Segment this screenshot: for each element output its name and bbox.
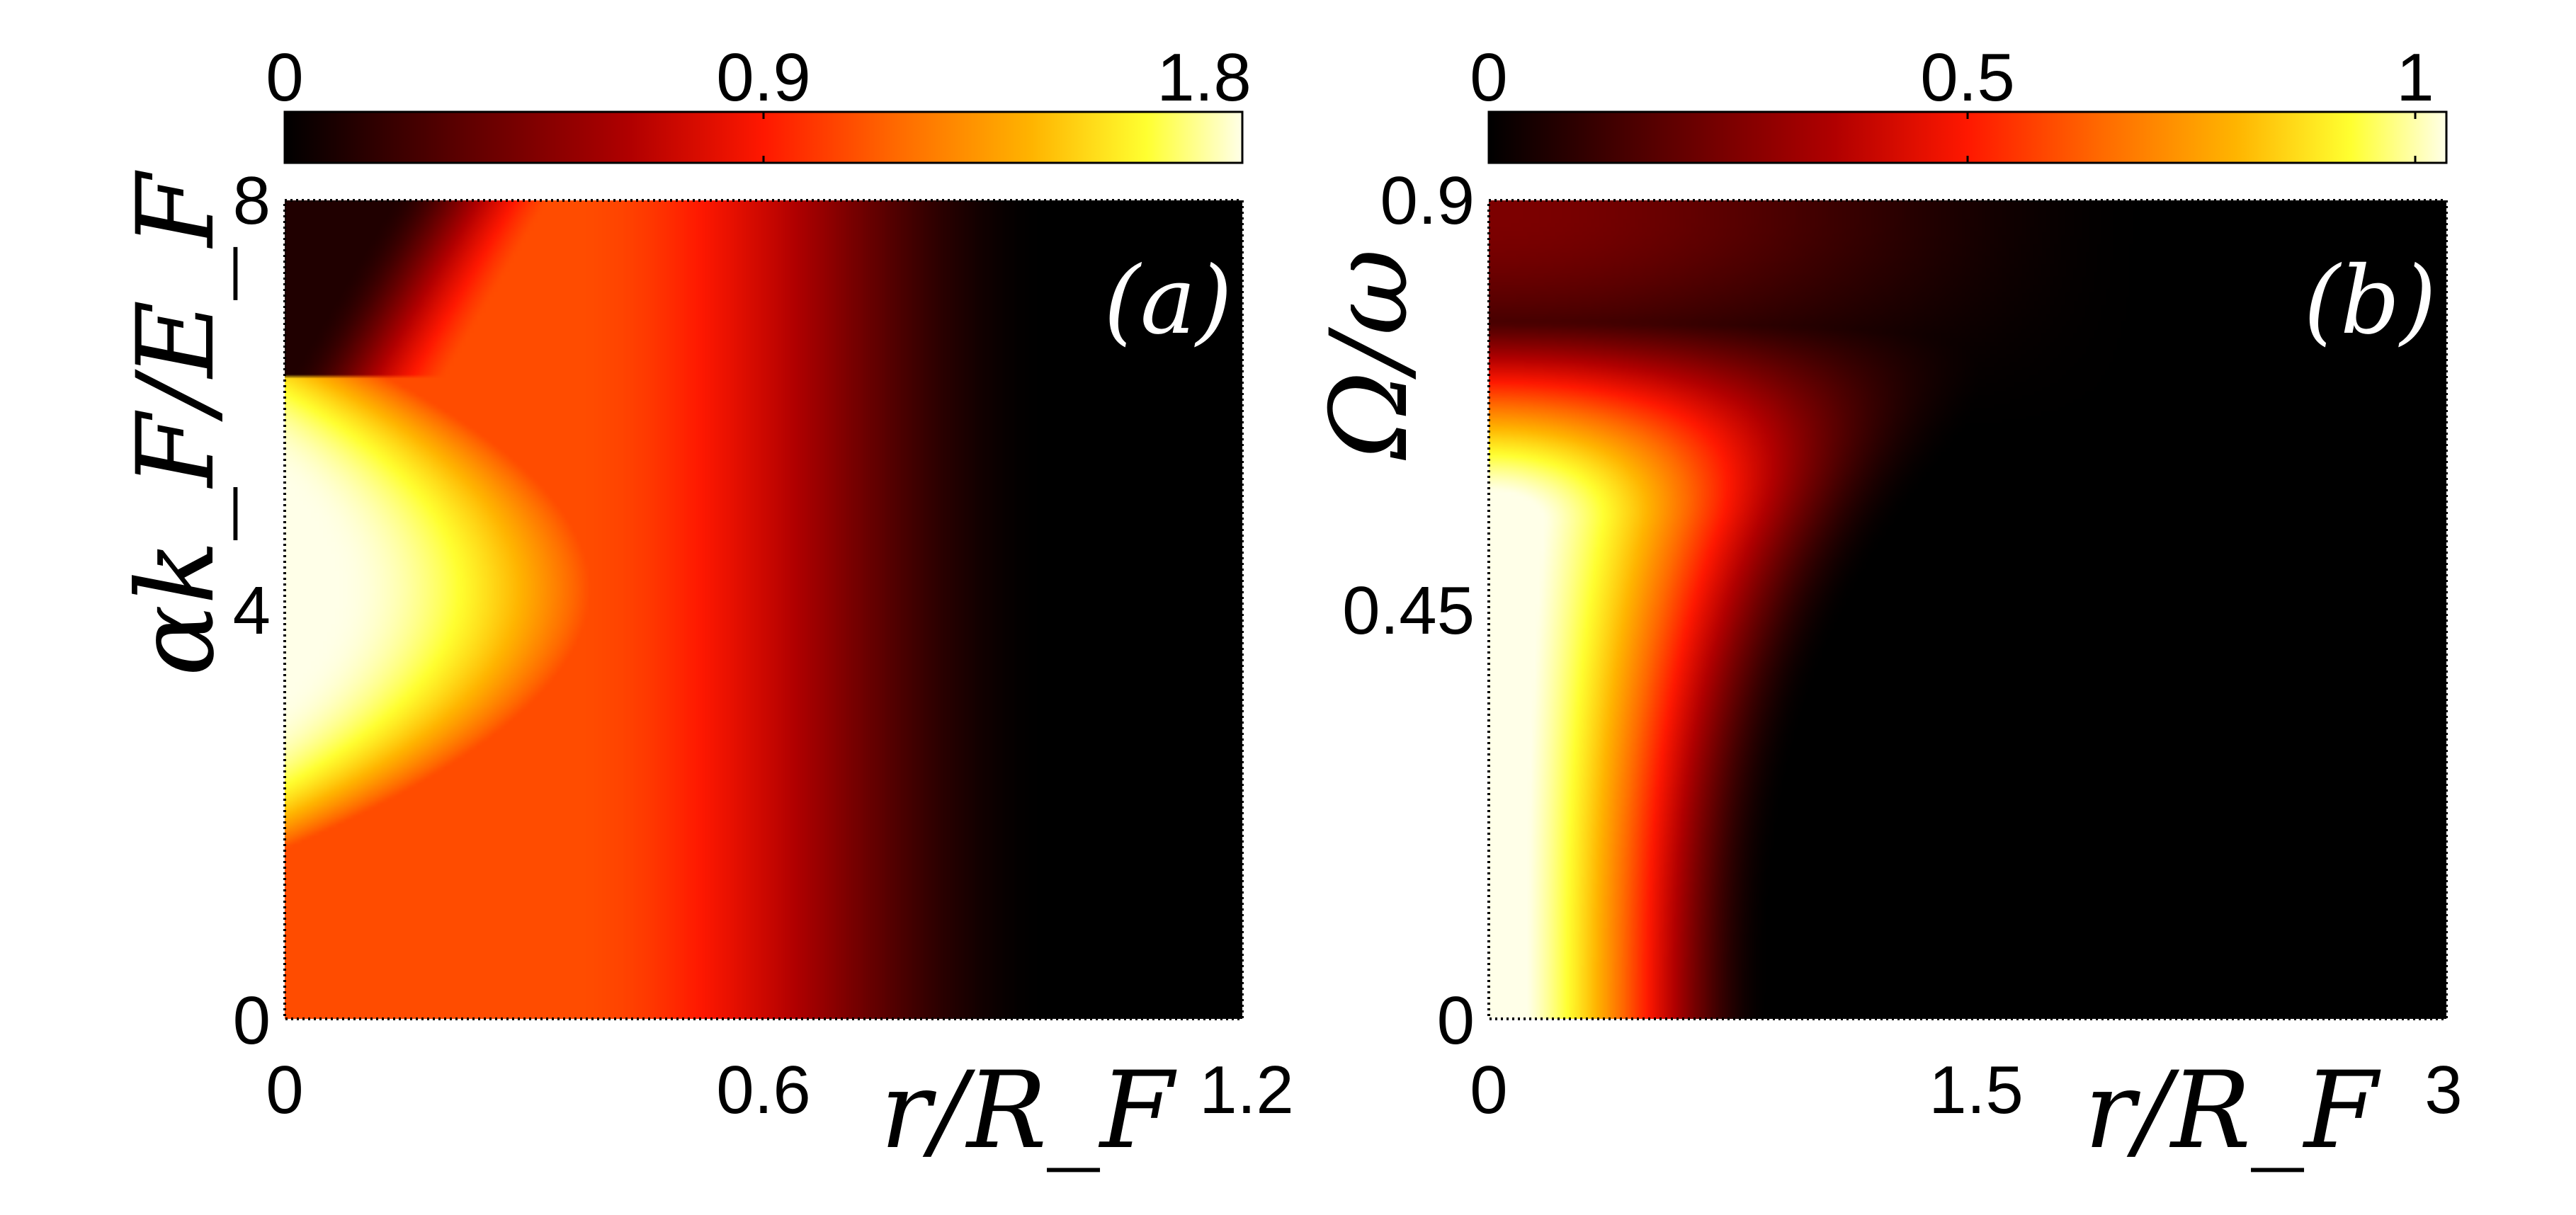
colorbar-b — [1487, 110, 2448, 164]
colorbar-a-tick-0: 0 — [266, 40, 303, 115]
panel-a: 0 0.9 1.8 (a) 8 4 0 0 0.6 1.2 r/R_F αk_F… — [115, 40, 1294, 1173]
ylabel-b: Ω/ω — [1308, 249, 1431, 460]
ytick-a-8: 8 — [233, 163, 271, 239]
xtick-a-06: 0.6 — [716, 1052, 810, 1128]
ylabel-a: αk_F/E_F — [115, 170, 238, 676]
xtick-a-12: 1.2 — [1199, 1052, 1293, 1128]
heatmap-a — [285, 200, 1242, 1019]
ytick-a-4: 4 — [233, 573, 271, 649]
ytick-b-09: 0.9 — [1380, 163, 1475, 239]
heatmap-b — [1489, 200, 2446, 1019]
colorbar-a-tick-1: 0.9 — [716, 40, 810, 115]
panel-label-b: (b) — [2304, 246, 2437, 355]
heatmap-b-image — [1489, 200, 2446, 1019]
panel-label-a: (a) — [1103, 246, 1232, 355]
colorbar-b-tick-0: 0 — [1470, 40, 1507, 115]
xtick-b-0: 0 — [1470, 1052, 1507, 1128]
xlabel-a: r/R_F — [880, 1049, 1177, 1173]
colorbar-b-tick-1: 0.5 — [1920, 40, 2014, 115]
xlabel-b: r/R_F — [2084, 1049, 2381, 1173]
colorbar-a-tick-2: 1.8 — [1157, 40, 1251, 115]
panel-b: 0 0.5 1 (b) 0.9 0.45 0 0 1.5 3 r/R_F Ω/ω — [1308, 40, 2463, 1173]
colorbar-a — [283, 110, 1244, 164]
xtick-a-0: 0 — [266, 1052, 303, 1128]
colorbar-b-ticks — [1966, 112, 2417, 163]
xtick-b-3: 3 — [2424, 1052, 2462, 1128]
heatmap-a-image — [285, 200, 1242, 1019]
xtick-b-15: 1.5 — [1929, 1052, 2023, 1128]
ytick-b-045: 0.45 — [1342, 573, 1475, 649]
plot-frame-a — [283, 199, 1244, 1020]
plot-frame-b — [1487, 199, 2448, 1020]
ytick-b-0: 0 — [1437, 983, 1475, 1059]
colorbar-b-tick-2: 1 — [2396, 40, 2434, 115]
ytick-a-0: 0 — [233, 983, 271, 1059]
